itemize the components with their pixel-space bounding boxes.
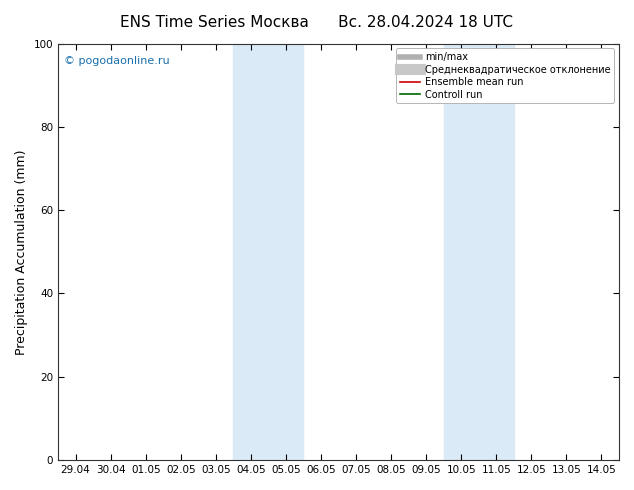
Legend: min/max, Среднеквадратическое отклонение, Ensemble mean run, Controll run: min/max, Среднеквадратическое отклонение… (396, 49, 614, 103)
Y-axis label: Precipitation Accumulation (mm): Precipitation Accumulation (mm) (15, 149, 28, 355)
Text: © pogodaonline.ru: © pogodaonline.ru (63, 56, 169, 66)
Bar (233, 44, 304, 460)
Text: ENS Time Series Москва      Вс. 28.04.2024 18 UTC: ENS Time Series Москва Вс. 28.04.2024 18… (120, 15, 514, 30)
Bar (444, 44, 514, 460)
